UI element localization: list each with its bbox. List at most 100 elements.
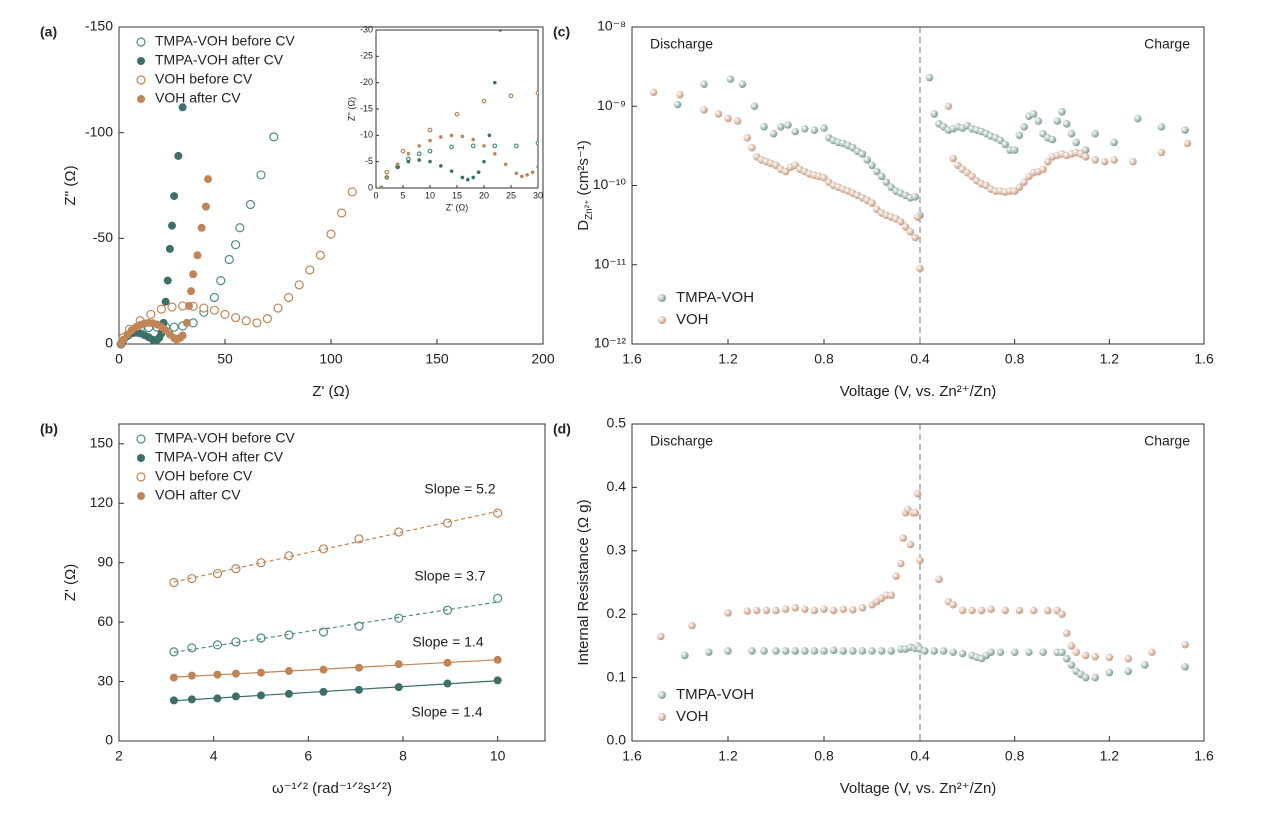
data-point — [820, 605, 828, 613]
data-point — [493, 655, 502, 664]
data-point — [442, 518, 453, 528]
data-point — [820, 174, 828, 182]
data-point — [482, 144, 486, 148]
x-tick-label: 1.2 — [718, 351, 738, 367]
data-point — [958, 649, 967, 658]
data-point — [394, 660, 403, 669]
x-tick-label: 100 — [319, 351, 343, 367]
data-point — [406, 159, 411, 164]
inset-y-tick-label: -30 — [360, 24, 373, 34]
y-tick-label: 60 — [97, 613, 113, 629]
data-point — [394, 613, 404, 623]
inset-x-tick-label: 5 — [400, 190, 405, 200]
plot-frame — [631, 423, 1205, 742]
legend-label: TMPA-VOH after CV — [155, 52, 284, 68]
data-point — [724, 609, 732, 617]
x-tick-label: 1.2 — [718, 748, 738, 764]
data-point — [1001, 140, 1009, 149]
data-point — [1015, 183, 1024, 192]
data-point — [508, 93, 514, 99]
data-point — [750, 102, 759, 111]
data-point — [417, 144, 422, 148]
data-point — [743, 133, 751, 142]
x-tick-label: 1.6 — [622, 351, 642, 367]
data-point — [163, 276, 172, 285]
data-point — [676, 90, 684, 99]
data-point — [416, 151, 422, 157]
inset-y-label: Z'' (Ω) — [346, 97, 356, 121]
panel-label: (b) — [40, 421, 58, 437]
data-point — [1124, 654, 1133, 663]
data-point — [212, 568, 223, 579]
data-point — [760, 647, 768, 655]
data-point — [169, 673, 178, 682]
panel-label: (c) — [553, 24, 570, 40]
legend-label: TMPA-VOH — [676, 686, 754, 703]
data-point — [168, 221, 176, 230]
inset-y-tick-label: -10 — [360, 130, 373, 140]
legend-label: TMPA-VOH before CV — [155, 33, 295, 49]
data-point — [806, 70, 810, 74]
x-tick-label: 50 — [217, 351, 233, 367]
fit-label: Slope = 5.2 — [424, 481, 495, 497]
data-point — [493, 151, 497, 156]
legend-label: VOH after CV — [155, 487, 241, 503]
data-point — [671, 120, 675, 124]
data-point — [1058, 108, 1066, 116]
x-axis-label: ω⁻¹ᐟ² (rad⁻¹ᐟ²s¹ᐟ²) — [272, 780, 392, 797]
data-point — [781, 605, 790, 613]
data-point — [725, 134, 729, 138]
x-tick-label: 2 — [115, 748, 123, 764]
data-point — [563, 134, 567, 138]
legend-marker — [137, 57, 145, 65]
data-point — [1091, 652, 1099, 661]
y-tick-label: 120 — [90, 494, 114, 510]
data-point — [839, 647, 847, 655]
data-point — [906, 540, 915, 549]
fit-label: Slope = 1.4 — [411, 704, 482, 720]
data-point — [220, 309, 230, 320]
data-point — [901, 223, 910, 231]
data-point — [256, 170, 266, 180]
y-tick-label: 0.2 — [607, 605, 627, 621]
data-point — [503, 162, 508, 167]
data-point — [1034, 117, 1043, 125]
data-point — [868, 647, 876, 655]
data-point — [748, 143, 756, 152]
data-point — [810, 126, 819, 134]
data-point — [1010, 648, 1019, 657]
data-point — [743, 607, 751, 615]
data-point — [700, 106, 708, 114]
data-point — [1183, 139, 1192, 148]
x-tick-label: 0.4 — [910, 748, 930, 764]
data-point — [547, 134, 551, 138]
data-point — [1105, 653, 1114, 662]
data-point — [801, 647, 809, 655]
data-point — [1133, 114, 1142, 123]
data-point — [417, 158, 422, 162]
legend-marker — [658, 713, 666, 721]
data-point — [877, 172, 886, 181]
y-axis-label: Z'' (Ω) — [62, 165, 79, 205]
data-point — [911, 508, 919, 517]
data-point — [385, 175, 389, 180]
data-point — [949, 600, 957, 609]
data-point — [1015, 606, 1024, 615]
data-point — [193, 251, 202, 260]
data-point — [681, 651, 689, 660]
data-point — [231, 240, 241, 250]
data-point — [791, 604, 799, 612]
data-point — [400, 148, 406, 154]
data-point — [449, 144, 455, 150]
legend-label: VOH — [676, 311, 709, 328]
data-point — [294, 280, 304, 290]
data-point — [1181, 663, 1189, 671]
data-point — [1091, 156, 1099, 164]
inset-x-tick-label: 10 — [425, 190, 435, 200]
x-tick-label: 1.6 — [622, 748, 642, 764]
x-tick-label: 0.4 — [910, 351, 930, 367]
legend-label: VOH before CV — [155, 71, 253, 87]
data-point — [1072, 648, 1080, 657]
segment-label: Discharge — [650, 433, 713, 449]
y-label-sub: Zn²⁺ — [584, 200, 595, 220]
